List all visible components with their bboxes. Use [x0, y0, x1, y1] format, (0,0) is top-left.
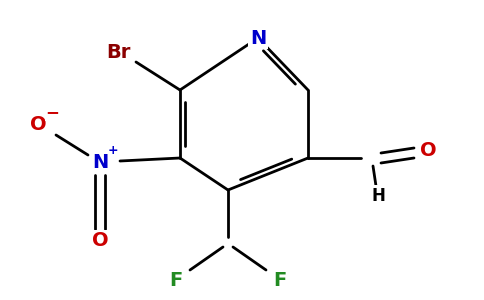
- Text: F: F: [273, 271, 287, 290]
- Text: N: N: [250, 28, 266, 47]
- Text: O: O: [420, 140, 436, 160]
- Text: O: O: [30, 116, 46, 134]
- Text: +: +: [107, 145, 118, 158]
- Text: H: H: [371, 187, 385, 205]
- Text: N: N: [92, 154, 108, 172]
- Text: Br: Br: [106, 43, 130, 61]
- Text: −: −: [45, 103, 59, 121]
- Text: O: O: [91, 232, 108, 250]
- Text: F: F: [169, 271, 182, 290]
